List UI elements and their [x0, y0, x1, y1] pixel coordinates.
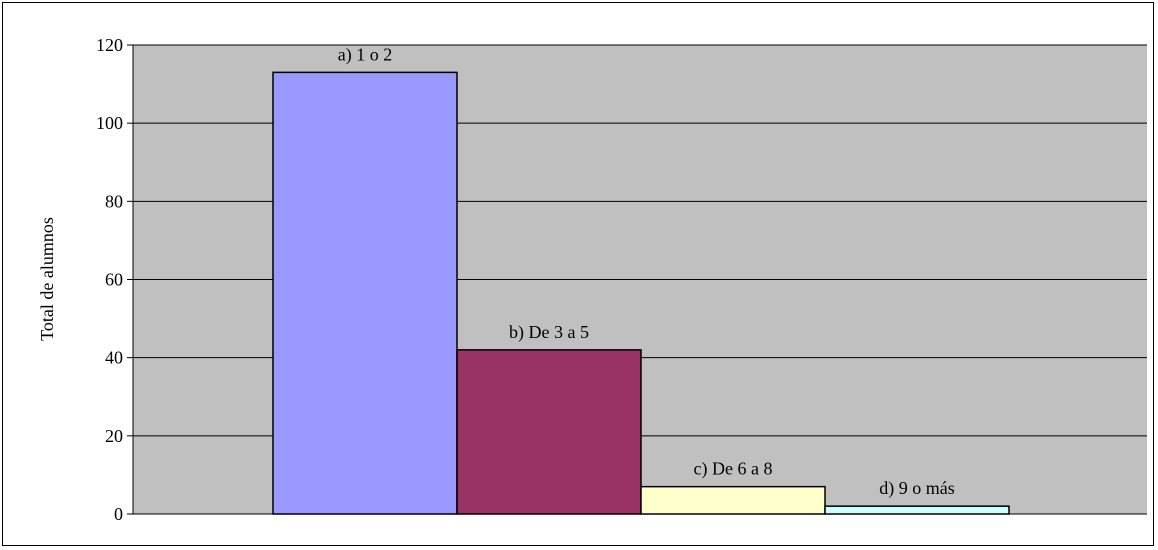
- y-axis: 0 20 40 60 80 100 120: [96, 35, 1147, 524]
- data-labels: a) 1 o 2 b) De 3 a 5 c) De 6 a 8 d) 9 o más: [338, 44, 955, 499]
- bars: [272, 71, 1010, 515]
- y-axis-label: Total de alumnos: [37, 217, 57, 341]
- bar-3: [640, 485, 826, 515]
- y-tick-label-100: 100: [96, 113, 123, 133]
- y-tick-label-20: 20: [105, 426, 123, 446]
- y-tick-label-40: 40: [105, 348, 123, 368]
- data-label-4: d) 9 o más: [879, 478, 955, 499]
- y-tick-label-0: 0: [114, 504, 123, 524]
- y-tick-label-60: 60: [105, 270, 123, 290]
- bar-4: [824, 505, 1010, 515]
- y-tick-label-120: 120: [96, 35, 123, 55]
- data-label-2: b) De 3 a 5: [509, 322, 589, 343]
- bar-2: [456, 349, 642, 515]
- data-label-3: c) De 6 a 8: [694, 459, 773, 480]
- data-label-1: a) 1 o 2: [338, 44, 392, 65]
- bar-1: [272, 71, 458, 515]
- y-tick-label-80: 80: [105, 191, 123, 211]
